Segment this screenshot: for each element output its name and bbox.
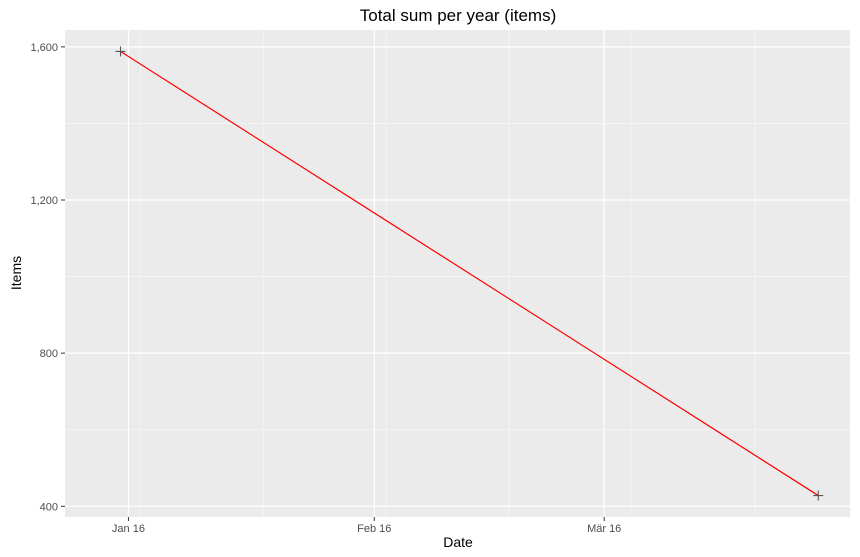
y-axis-label: Items — [8, 256, 24, 290]
y-tick-label: 800 — [40, 348, 58, 360]
series-layer — [115, 46, 824, 501]
grid-minor — [65, 30, 850, 517]
x-tick-label: Jan 16 — [112, 523, 145, 535]
series-line — [120, 50, 819, 497]
data-point-marker — [115, 46, 126, 57]
y-tick-label: 1,200 — [30, 195, 58, 207]
axis-ticks — [61, 46, 605, 521]
y-tick-label: 1,600 — [30, 42, 58, 54]
data-point-marker — [813, 490, 824, 501]
x-tick-label: Feb 16 — [357, 523, 391, 535]
y-tick-label: 400 — [40, 501, 58, 513]
x-tick-label: Mär 16 — [587, 523, 621, 535]
chart-title: Total sum per year (items) — [360, 6, 557, 25]
x-axis-label: Date — [443, 534, 473, 550]
axis-tick-labels: Jan 16 Feb 16 Mär 16 400 800 1,200 1,600 — [30, 42, 621, 535]
grid-major — [65, 30, 850, 517]
plot-panel — [65, 30, 850, 517]
